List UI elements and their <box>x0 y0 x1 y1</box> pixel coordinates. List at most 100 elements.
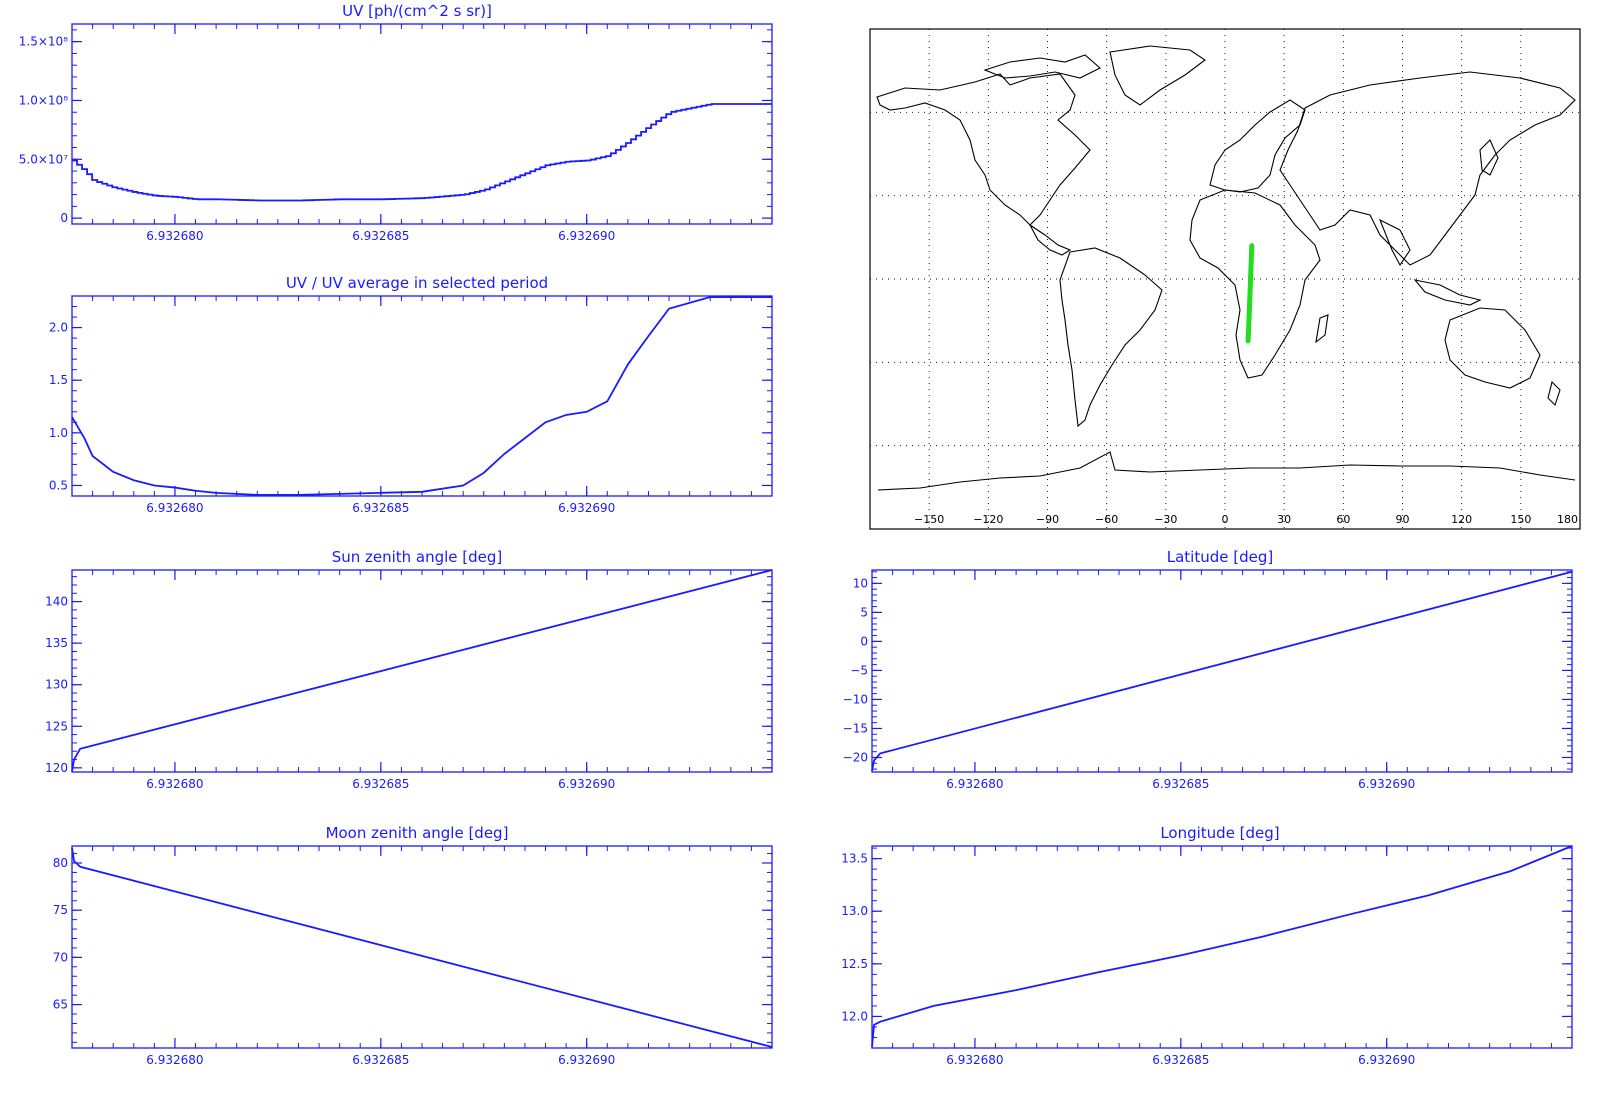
map-x-axis: −150 −120 −90 −60 −30 0 30 60 90 120 150 180 <box>914 513 1578 526</box>
map-x-tick-label: 120 <box>1451 513 1472 526</box>
sun-zenith-y-tick-label: 130 <box>45 678 68 692</box>
uv-ratio-panel: 6.932680 6.932685 6.932690 0.5 1.0 1.5 2.0 <box>49 295 773 515</box>
uv-y-tick-label: 5.0×10⁷ <box>19 152 68 166</box>
moon-zenith-x-tick-label: 6.932685 <box>352 1053 409 1067</box>
map-x-tick-label: −150 <box>914 513 944 526</box>
uv-frame <box>71 23 773 225</box>
latitude-panel: 6.932680 6.932685 6.932690 −20 −15 −10 −5 0 5 10 <box>843 569 1573 791</box>
moon-zenith-frame <box>71 845 773 1049</box>
uv-ratio-title: UV / UV average in selected period <box>286 274 548 292</box>
longitude-x-tick-label: 6.932690 <box>1358 1053 1415 1067</box>
map-x-tick-label: 30 <box>1277 513 1291 526</box>
longitude-frame <box>871 845 1573 1049</box>
latitude-y-tick-label: 10 <box>853 576 868 590</box>
sun-zenith-x-tick-label: 6.932680 <box>146 777 203 791</box>
longitude-series-line <box>871 845 1573 1048</box>
map-x-tick-label: 60 <box>1336 513 1350 526</box>
longitude-x-tick-label: 6.932680 <box>946 1053 1003 1067</box>
uv-ratio-x-tick-label: 6.932690 <box>558 501 615 515</box>
sun-zenith-y-tick-label: 135 <box>45 636 68 650</box>
uv-ratio-y-tick-label: 0.5 <box>49 478 68 492</box>
sun-zenith-title: Sun zenith angle [deg] <box>332 548 503 566</box>
coast-indonesia <box>1413 279 1482 306</box>
map-x-tick-label: 90 <box>1396 513 1410 526</box>
uv-panel: 6.932680 6.932685 6.932690 0 5.0×10⁷ 1.0×10⁸ 1… <box>19 23 773 243</box>
moon-zenith-x-tick-label: 6.932680 <box>146 1053 203 1067</box>
uv-y-tick-label: 1.5×10⁸ <box>19 35 68 49</box>
map-x-tick-label: −60 <box>1095 513 1118 526</box>
latitude-y-tick-label: −15 <box>843 721 868 735</box>
moon-zenith-series-line <box>71 847 773 1048</box>
uv-ratio-y-tick-label: 1.5 <box>49 373 68 387</box>
coast-antarctica <box>877 451 1576 491</box>
latitude-x-tick-label: 6.932680 <box>946 777 1003 791</box>
uv-ratio-y-tick-label: 2.0 <box>49 321 68 335</box>
uv-ratio-x-tick-label: 6.932685 <box>352 501 409 515</box>
coast-north-america <box>876 73 1091 226</box>
latitude-y-tick-label: −20 <box>843 750 868 764</box>
uv-y-tick-label: 1.0×10⁸ <box>19 93 68 107</box>
sun-zenith-series-line <box>71 569 773 772</box>
sun-zenith-x-tick-label: 6.932685 <box>352 777 409 791</box>
coast-africa <box>1189 189 1321 379</box>
coast-japan <box>1479 139 1499 176</box>
moon-zenith-panel: 6.932680 6.932685 6.932690 65 70 75 80 <box>53 845 773 1067</box>
longitude-y-tick-label: 12.0 <box>841 1009 868 1023</box>
map-x-tick-label: 150 <box>1510 513 1531 526</box>
latitude-y-tick-label: 0 <box>860 634 868 648</box>
map-x-tick-label: 0 <box>1222 513 1229 526</box>
uv-x-tick-label: 6.932690 <box>558 229 615 243</box>
latitude-series-line <box>871 570 1573 772</box>
moon-zenith-title: Moon zenith angle [deg] <box>326 824 509 842</box>
uv-ratio-frame <box>71 295 773 497</box>
world-map: −150 −120 −90 −60 −30 0 30 60 90 120 150 180 <box>869 28 1581 530</box>
map-x-tick-label: −120 <box>973 513 1003 526</box>
sun-zenith-panel: 6.932680 6.932685 6.932690 120 125 130 135 140 <box>45 569 773 791</box>
map-coastlines <box>876 45 1576 491</box>
uv-ratio-y-tick-label: 1.0 <box>49 426 68 440</box>
coast-europe <box>1209 99 1306 193</box>
map-x-tick-label: 180 <box>1557 513 1578 526</box>
sun-zenith-y-tick-label: 120 <box>45 761 68 775</box>
latitude-y-tick-label: 5 <box>860 605 868 619</box>
coast-madagascar <box>1315 314 1329 344</box>
coast-australia <box>1444 307 1541 389</box>
moon-zenith-y-tick-label: 70 <box>53 950 68 964</box>
moon-zenith-y-tick-label: 65 <box>53 998 68 1012</box>
moon-zenith-y-tick-label: 75 <box>53 903 68 917</box>
uv-y-tick-label: 0 <box>60 211 68 225</box>
map-x-tick-label: −90 <box>1036 513 1059 526</box>
uv-series-line <box>72 103 772 202</box>
moon-zenith-y-tick-label: 80 <box>53 856 68 870</box>
uv-x-tick-label: 6.932680 <box>146 229 203 243</box>
longitude-x-tick-label: 6.932685 <box>1152 1053 1209 1067</box>
uv-ratio-x-tick-label: 6.932680 <box>146 501 203 515</box>
orbit-track-line <box>1245 243 1255 344</box>
coast-arctic-islands <box>983 54 1101 79</box>
map-x-tick-label: −30 <box>1154 513 1177 526</box>
longitude-title: Longitude [deg] <box>1160 824 1279 842</box>
uv-title: UV [ph/(cm^2 s sr)] <box>342 2 492 20</box>
map-graticule <box>870 29 1580 529</box>
uv-x-tick-label: 6.932685 <box>352 229 409 243</box>
longitude-y-tick-label: 13.5 <box>841 852 868 866</box>
latitude-y-tick-label: −5 <box>850 663 868 677</box>
longitude-y-tick-label: 12.5 <box>841 957 868 971</box>
longitude-panel: 6.932680 6.932685 6.932690 12.0 12.5 13.0 13.5 <box>841 845 1573 1067</box>
latitude-frame <box>871 569 1573 773</box>
uv-ratio-series-line <box>71 296 772 496</box>
coast-central-america <box>1029 224 1072 256</box>
coast-india <box>1378 218 1411 267</box>
sun-zenith-frame <box>71 569 773 773</box>
sun-zenith-y-tick-label: 140 <box>45 595 68 609</box>
coast-greenland <box>1109 45 1206 106</box>
coast-asia <box>1279 71 1576 266</box>
moon-zenith-x-tick-label: 6.932690 <box>558 1053 615 1067</box>
latitude-y-tick-label: −10 <box>843 692 868 706</box>
longitude-y-tick-label: 13.0 <box>841 904 868 918</box>
sun-zenith-x-tick-label: 6.932690 <box>558 777 615 791</box>
latitude-x-tick-label: 6.932690 <box>1358 777 1415 791</box>
latitude-x-tick-label: 6.932685 <box>1152 777 1209 791</box>
coast-south-america <box>1059 247 1163 428</box>
